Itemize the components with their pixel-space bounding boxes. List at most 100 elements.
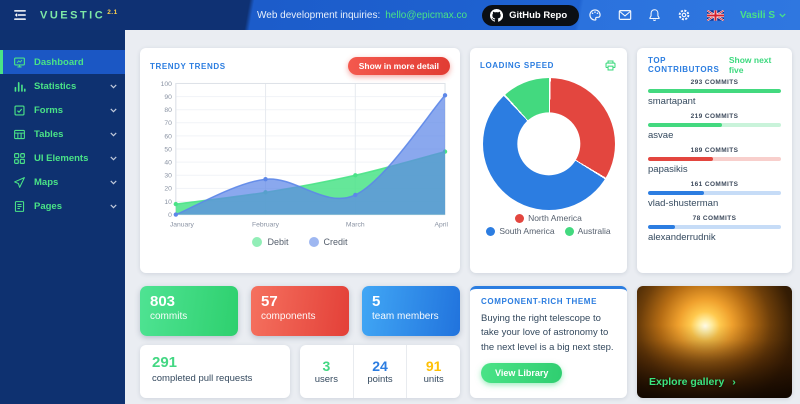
team-members-stat-card[interactable]: 5 team members	[362, 286, 460, 336]
legend-item-australia: Australia	[564, 226, 611, 236]
svg-text:0: 0	[168, 212, 172, 219]
australia-dot	[564, 226, 574, 236]
contributor-name: vlad-shusterman	[648, 198, 719, 209]
progress-bar	[648, 157, 781, 161]
sidebar-item-pages[interactable]: Pages	[0, 194, 125, 218]
svg-text:50: 50	[164, 146, 172, 153]
legend-item-debit: Debit	[252, 237, 289, 247]
svg-text:100: 100	[161, 81, 173, 88]
sidebar-item-label: Tables	[34, 128, 64, 140]
contributor-row: 78 COMMITS alexanderrudnik	[648, 215, 781, 243]
svg-text:60: 60	[164, 133, 172, 140]
topbar-center: Web development inquiries: hello@epicmax…	[257, 4, 580, 26]
stat-value: 57	[261, 293, 278, 310]
topbar-right: Vasili S	[588, 8, 800, 22]
donut-ring	[482, 78, 615, 210]
show-more-detail-button[interactable]: Show in more detail	[347, 57, 450, 75]
stat-value: 803	[150, 293, 176, 310]
github-repo-button[interactable]: GitHub Repo	[482, 4, 580, 26]
svg-text:40: 40	[164, 160, 172, 167]
gallery-card[interactable]: Explore gallery ›	[637, 286, 792, 398]
commit-count: 293 COMMITS	[690, 79, 739, 86]
stat-label: commits	[150, 310, 188, 322]
svg-text:10: 10	[164, 199, 172, 206]
contributor-name: papasikis	[648, 164, 688, 175]
progress-bar	[648, 225, 781, 229]
sidebar-item-label: Maps	[34, 176, 59, 188]
commit-count: 189 COMMITS	[690, 147, 739, 154]
sidebar-item-forms[interactable]: Forms	[0, 98, 125, 122]
commit-count: 78 COMMITS	[692, 215, 737, 222]
explore-gallery-label: Explore gallery	[649, 376, 725, 388]
north-america-dot	[515, 213, 525, 223]
units-value: 91	[425, 357, 442, 374]
svg-text:30: 30	[164, 173, 172, 180]
sidebar-collapse-icon[interactable]	[13, 9, 27, 21]
components-stat-card[interactable]: 57 components	[251, 286, 349, 336]
forms-icon	[13, 104, 26, 117]
svg-text:March: March	[346, 222, 365, 229]
sidebar-item-label: UI Elements	[34, 152, 89, 164]
svg-text:April: April	[434, 222, 448, 229]
sidebar-item-label: Forms	[34, 104, 64, 116]
mail-icon[interactable]	[618, 9, 632, 21]
users-stat: 3 users	[300, 345, 353, 398]
sidebar: Dashboard Statistics Forms Tables UI Ele…	[0, 30, 125, 404]
legend-label: Credit	[323, 237, 348, 247]
top-contributors-card: TOP CONTRIBUTORS Show next five 293 COMM…	[637, 48, 792, 273]
users-label: users	[314, 374, 338, 386]
inquiries-text: Web development inquiries:	[257, 9, 381, 21]
contributor-row: 161 COMMITS vlad-shusterman	[648, 181, 781, 209]
sidebar-item-tables[interactable]: Tables	[0, 122, 125, 146]
chevron-down-icon	[779, 13, 786, 18]
topbar: VUESTIC 2.1 Web development inquiries: he…	[0, 0, 800, 30]
inquiries-email-link[interactable]: hello@epicmax.co	[385, 9, 468, 21]
contributor-row: 219 COMMITS asvae	[648, 113, 781, 141]
dashboard-icon	[13, 56, 26, 69]
chevron-right-icon: ›	[732, 376, 736, 388]
chevron-down-icon	[110, 180, 117, 185]
points-value: 24	[372, 357, 388, 374]
bell-icon[interactable]	[648, 8, 661, 22]
users-value: 3	[322, 357, 331, 374]
language-flag-uk[interactable]	[706, 9, 724, 21]
palette-icon[interactable]	[588, 8, 602, 22]
sidebar-item-dashboard[interactable]: Dashboard	[0, 50, 125, 74]
user-menu[interactable]: Vasili S	[740, 10, 786, 21]
top-contributors-title: TOP CONTRIBUTORS	[648, 56, 720, 74]
legend-item-south-america: South America	[486, 226, 555, 236]
sidebar-item-maps[interactable]: Maps	[0, 170, 125, 194]
points-label: points	[367, 374, 393, 386]
stat-label: components	[261, 310, 316, 322]
github-icon	[490, 8, 504, 22]
theme-card-title: COMPONENT-RICH THEME	[481, 297, 597, 306]
app-logo-text: VUESTIC	[40, 9, 106, 22]
pull-requests-value: 291	[152, 354, 178, 371]
component-rich-theme-card: COMPONENT-RICH THEME Buying the right te…	[470, 286, 627, 398]
south-america-dot	[486, 226, 496, 236]
sidebar-item-statistics[interactable]: Statistics	[0, 74, 125, 98]
gear-icon[interactable]	[677, 8, 691, 22]
chevron-down-icon	[110, 156, 117, 161]
view-library-button[interactable]: View Library	[481, 362, 563, 383]
legend-label: South America	[499, 226, 555, 236]
explore-gallery-link[interactable]: Explore gallery ›	[649, 376, 736, 388]
show-next-five-link[interactable]: Show next five	[728, 55, 772, 75]
debit-legend-dot	[252, 237, 263, 247]
commits-stat-card[interactable]: 803 commits	[140, 286, 238, 336]
pull-requests-card: 291 completed pull requests	[140, 345, 290, 398]
stat-label: team members	[372, 310, 439, 322]
sidebar-item-ui-elements[interactable]: UI Elements	[0, 146, 125, 170]
trendy-trends-title: TRENDY TRENDS	[150, 61, 226, 71]
contributor-name: asvae	[648, 130, 674, 141]
stat-value: 5	[372, 293, 381, 310]
trendy-trends-chart: 0 10 20 30 40 50 60 70 80 90 100 January February Mar…	[161, 81, 449, 229]
chevron-down-icon	[110, 132, 117, 137]
app-version: 2.1	[107, 8, 118, 16]
sidebar-item-label: Pages	[34, 200, 62, 212]
pull-requests-label: completed pull requests	[152, 373, 253, 384]
print-icon[interactable]	[604, 59, 617, 72]
loading-speed-donut-chart	[482, 78, 615, 210]
topbar-left: VUESTIC 2.1	[0, 8, 125, 22]
